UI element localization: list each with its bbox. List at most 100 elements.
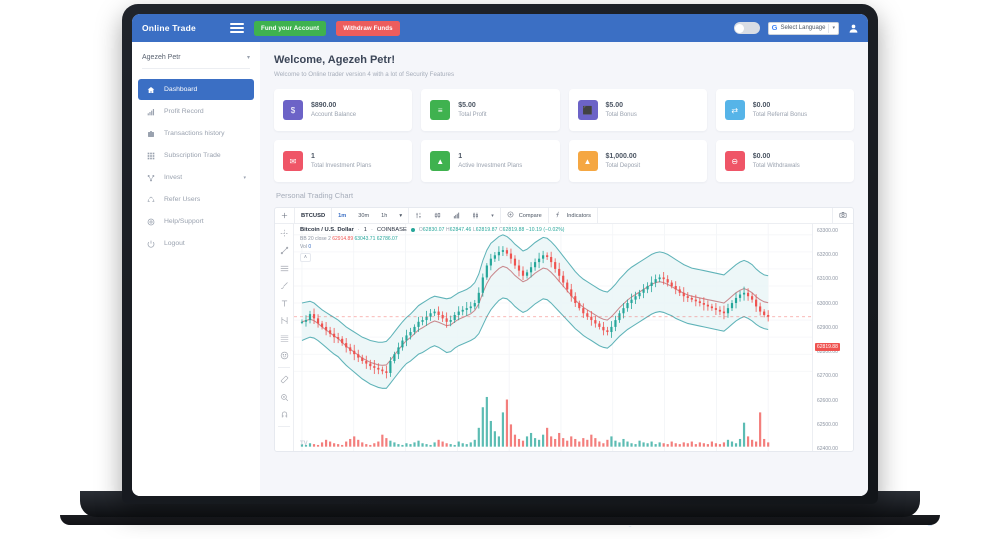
volume-icon[interactable]	[466, 208, 485, 223]
candlestick-plot	[294, 224, 812, 451]
sidebar-item-help-support[interactable]: Help/Support	[138, 211, 254, 232]
user-icon[interactable]	[847, 22, 860, 35]
chart-style-more-button[interactable]: ▾	[485, 208, 500, 223]
ruler-icon[interactable]	[278, 374, 290, 386]
legend-collapse-button[interactable]: ∧	[300, 252, 311, 262]
account-name: Agezeh Petr	[142, 54, 181, 61]
network-icon	[146, 174, 156, 182]
withdraw-funds-button[interactable]: Withdraw Funds	[336, 20, 400, 36]
bars-icon[interactable]	[447, 208, 466, 223]
chart-body: Bitcoin / U.S. Dollar · 1 · COINBASE O62…	[275, 224, 853, 451]
symbol-label: BTCUSD	[301, 212, 326, 219]
timeframe-label: 30m	[358, 212, 370, 219]
stat-card-value: $890.00	[311, 102, 337, 110]
candlestick-icon[interactable]	[428, 208, 447, 223]
price-axis-tick: 63100.00	[817, 276, 838, 283]
stat-card-label: Total Bonus	[605, 111, 637, 118]
theme-toggle-switch[interactable]	[733, 22, 760, 34]
language-selector[interactable]: G Select Language ▾	[767, 21, 839, 35]
hamburger-icon[interactable]	[230, 21, 244, 35]
brush-icon[interactable]	[278, 280, 290, 292]
crosshair-icon[interactable]	[278, 227, 290, 239]
google-translate-icon: G	[771, 23, 778, 33]
stat-card: ✉ 1 Total Investment Plans	[274, 140, 413, 182]
price-axis-tick: 62800.00	[817, 349, 838, 356]
chart-toolbar: BTCUSD 1m 30m 1h ▾	[275, 208, 853, 224]
briefcase-icon	[146, 130, 156, 138]
stat-card-text: 1 Active Investment Plans	[458, 152, 522, 170]
timeframe-30m[interactable]: 30m	[352, 208, 375, 223]
sidebar-item-profit-record[interactable]: Profit Record	[138, 101, 254, 122]
drawing-toolbar	[275, 224, 294, 451]
text-tool-icon[interactable]	[278, 297, 290, 309]
fund-account-button[interactable]: Fund your Account	[254, 20, 327, 36]
measure-icon[interactable]	[278, 315, 290, 327]
horizontal-lines-icon[interactable]	[278, 262, 290, 274]
stat-card: $ $890.00 Account Balance	[274, 89, 413, 131]
stat-card-label: Total Deposit	[605, 162, 641, 169]
chevron-down-icon: ▾	[832, 25, 835, 31]
timeframe-more-button[interactable]: ▾	[393, 208, 408, 223]
chart-type-icon[interactable]	[409, 208, 428, 223]
chevron-down-icon: ▾	[399, 212, 403, 219]
main-content: Welcome, Agezeh Petr! Welcome to Online …	[260, 42, 868, 496]
archive-icon: ▲	[430, 151, 451, 171]
bar-chart-icon	[146, 108, 156, 116]
exchange-icon: ⇄	[724, 100, 745, 120]
compare-button[interactable]: Compare	[501, 208, 548, 223]
stat-card-text: $0.00 Total Withdrawals	[753, 152, 800, 170]
sidebar-item-refer-users[interactable]: Refer Users	[138, 189, 254, 210]
chevron-down-icon: ▾	[243, 174, 246, 181]
minus-circle-icon: ⊖	[724, 151, 745, 171]
stat-card-text: $0.00 Total Referral Bonus	[753, 101, 807, 119]
brand-logo[interactable]: Online Trade	[142, 23, 196, 33]
sidebar-item-label: Subscription Trade	[164, 152, 221, 159]
dollar-icon: $	[283, 100, 303, 120]
sidebar-item-invest[interactable]: Invest ▾	[138, 167, 254, 188]
account-switcher[interactable]: Agezeh Petr ▾	[142, 54, 250, 69]
sidebar-item-dashboard[interactable]: Dashboard	[138, 79, 254, 100]
stat-card-label: Total Referral Bonus	[752, 111, 808, 118]
zoom-icon[interactable]	[278, 391, 290, 403]
stat-card-value: $0.00	[752, 102, 771, 110]
sidebar-item-label: Invest	[164, 174, 183, 181]
topbar-right-group: G Select Language ▾	[733, 21, 860, 35]
top-navbar: Online Trade Fund your Account Withdraw …	[132, 14, 868, 42]
price-axis-tick: 62500.00	[817, 421, 838, 428]
stat-card-value: $5.00	[458, 102, 476, 110]
grid-icon	[146, 152, 156, 160]
sidebar-item-logout[interactable]: Logout	[138, 233, 254, 254]
divider	[828, 23, 830, 33]
recycle-icon	[146, 196, 156, 204]
chart-menu-icon[interactable]	[275, 208, 294, 223]
timeframe-1m[interactable]: 1m	[332, 208, 352, 223]
money-icon: ≡	[430, 100, 451, 120]
sidebar-item-label: Help/Support	[164, 218, 204, 225]
price-axis[interactable]: 63300.00 63200.00 63100.00 63000.00 62900.00…	[812, 224, 853, 451]
timeframe-1h[interactable]: 1h	[375, 208, 393, 223]
sidebar-item-subscription-trade[interactable]: Subscription Trade	[138, 145, 254, 166]
chevron-down-icon: ▾	[246, 55, 250, 61]
symbol-selector[interactable]: BTCUSD	[295, 208, 331, 223]
indicators-button[interactable]: Indicators	[549, 208, 597, 223]
camera-icon[interactable]	[833, 208, 853, 223]
app-shell: Online Trade Fund your Account Withdraw …	[132, 14, 868, 496]
trend-line-icon[interactable]	[278, 245, 290, 257]
stat-cards-row-1: $ $890.00 Account Balance ≡ $5.00 Total Profi…	[274, 89, 854, 131]
magnet-icon[interactable]	[278, 409, 290, 421]
stat-card-value: 1	[458, 153, 463, 161]
fib-retracement-icon[interactable]	[278, 332, 290, 344]
chevron-down-icon: ▾	[491, 212, 494, 219]
stat-card-label: Active Investment Plans	[458, 162, 523, 169]
emoji-icon[interactable]	[278, 350, 290, 362]
stat-card-value: $1,000.00	[605, 153, 637, 161]
price-axis-tick: 62900.00	[817, 324, 838, 331]
power-icon	[146, 240, 156, 248]
price-axis-tick: 62400.00	[817, 446, 838, 452]
stat-card-text: 1 Total Investment Plans	[311, 152, 371, 170]
stat-card-value: 1	[311, 153, 315, 161]
sidebar-item-transactions-history[interactable]: Transactions history	[138, 123, 254, 144]
laptop-screen: Online Trade Fund your Account Withdraw …	[132, 14, 868, 496]
chart-plot-area[interactable]: Bitcoin / U.S. Dollar · 1 · COINBASE O62…	[294, 224, 812, 451]
sidebar-item-label: Transactions history	[164, 130, 225, 137]
